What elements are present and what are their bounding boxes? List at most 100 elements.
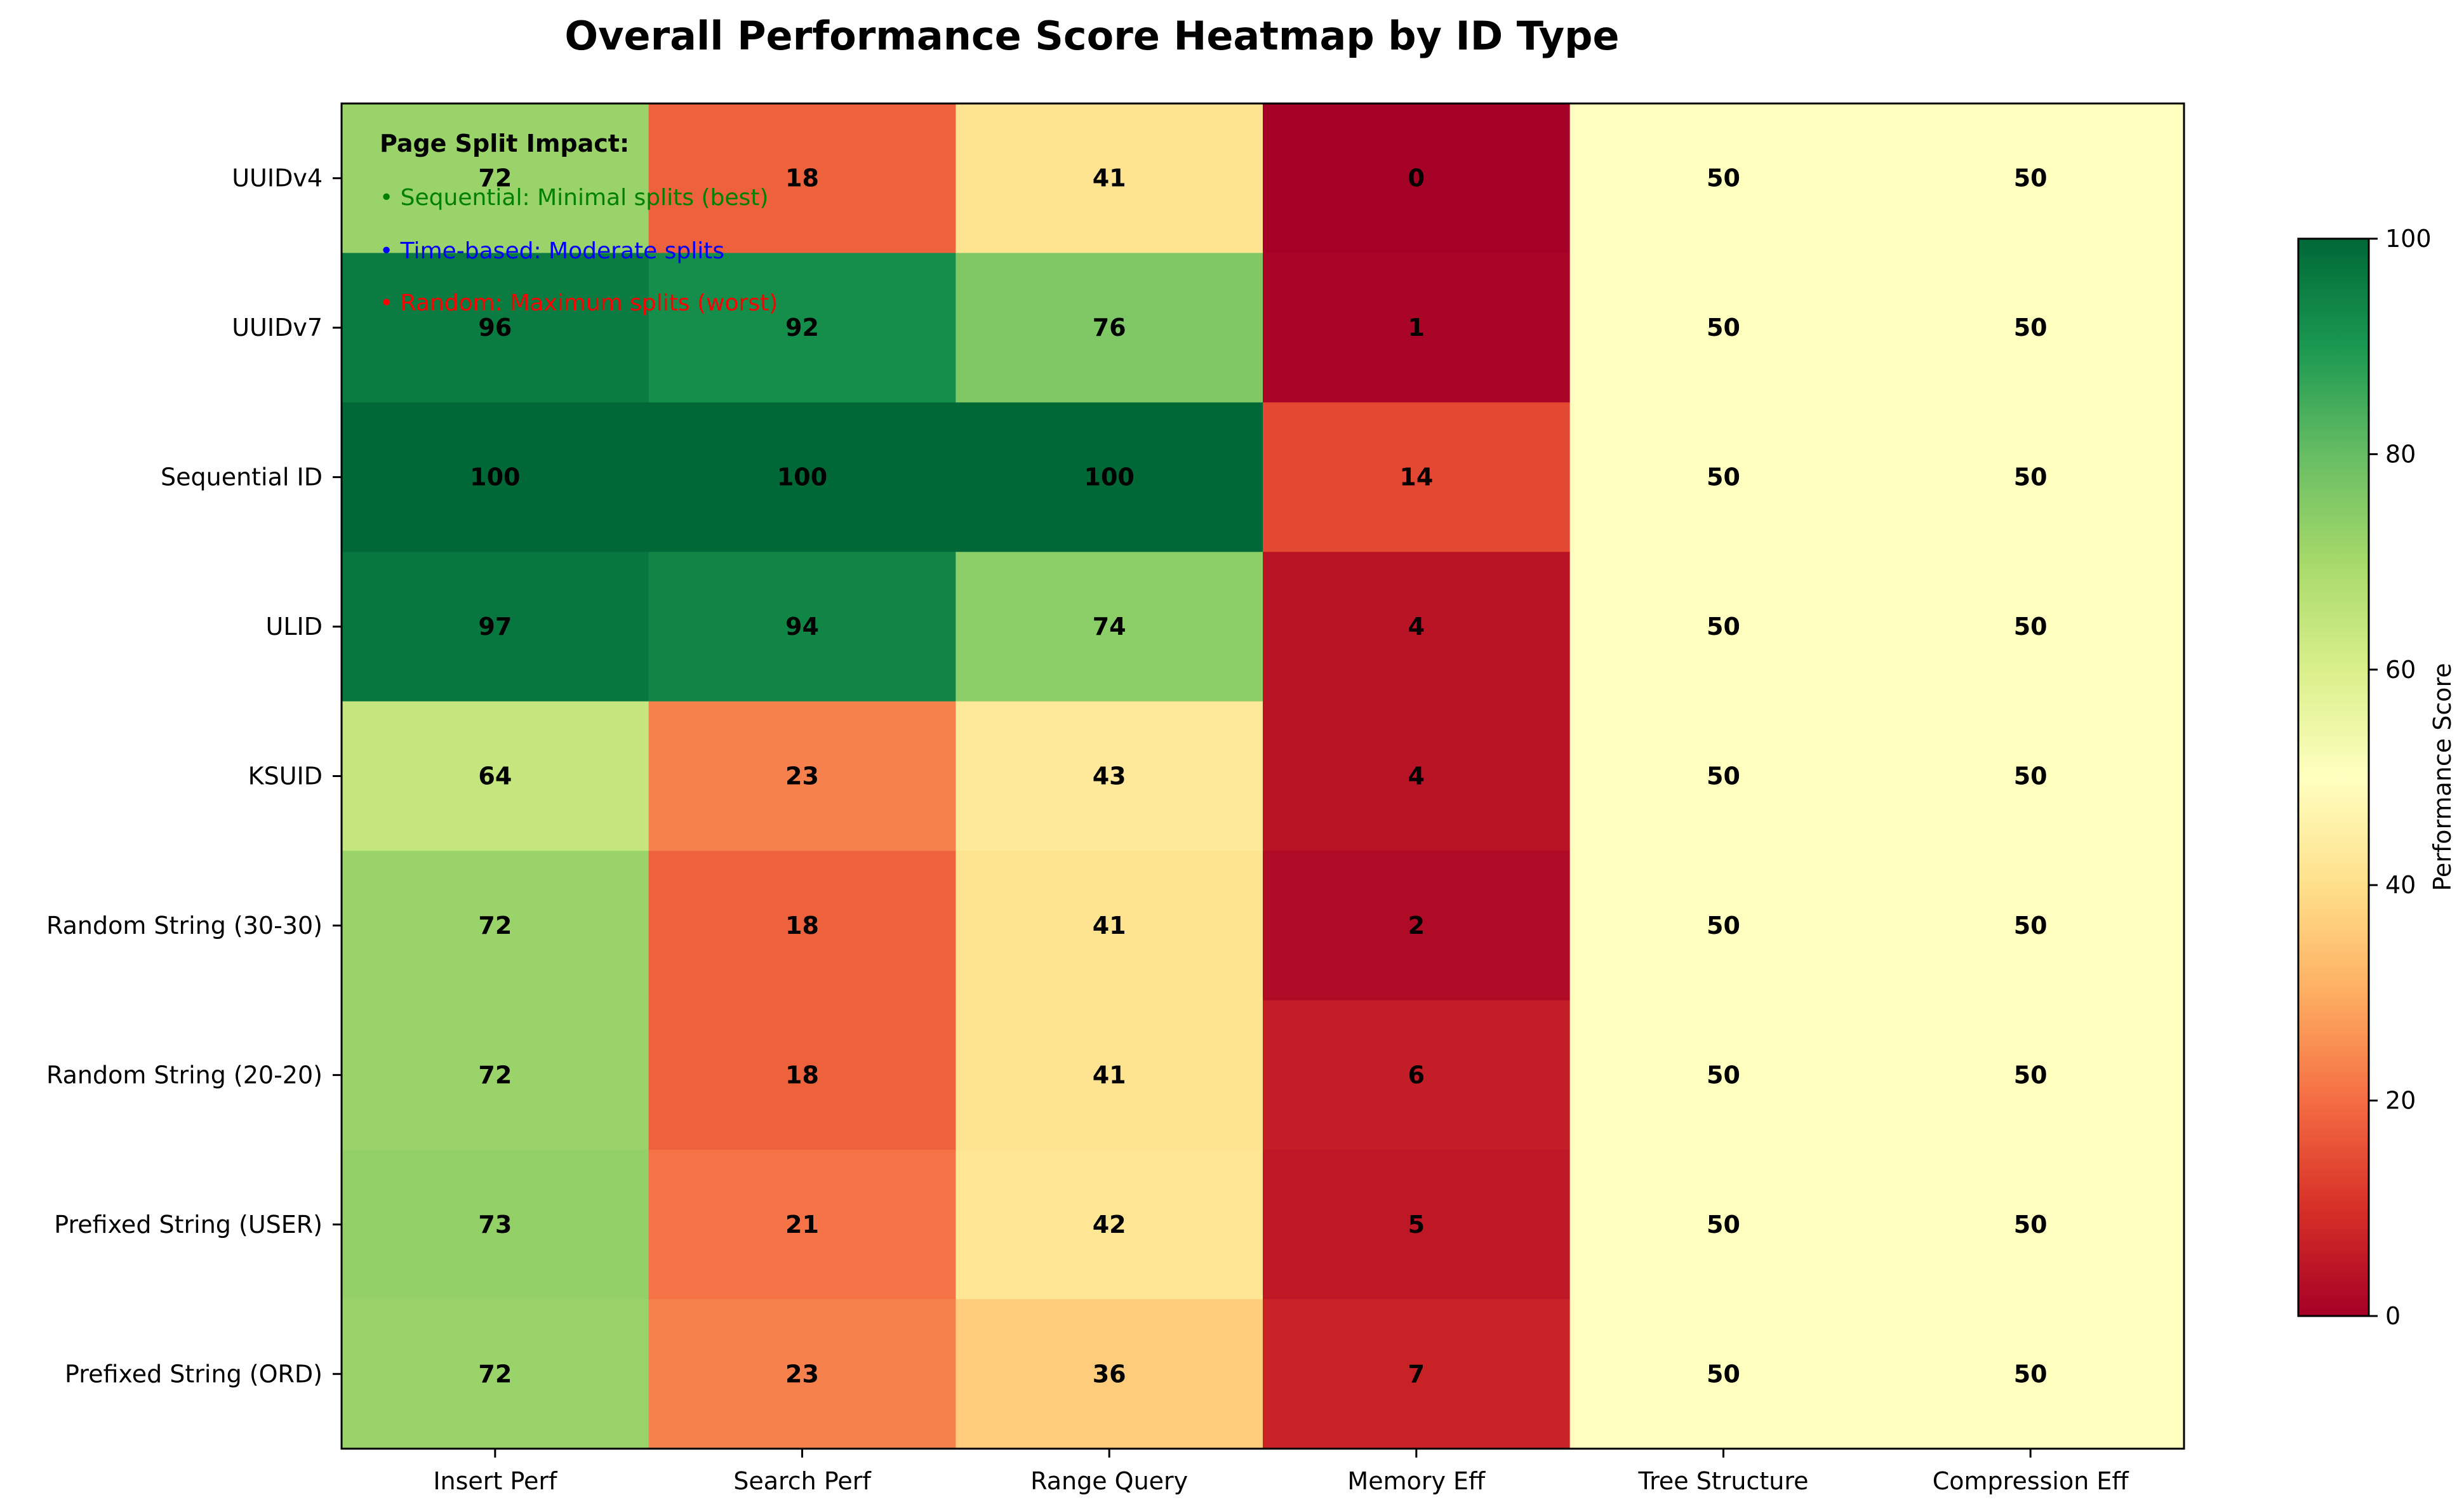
cell-value-label: 4 [1408, 613, 1425, 641]
y-tick-label: UUIDv7 [232, 314, 323, 342]
heatmap-cell [648, 701, 956, 851]
heatmap-cell [342, 1000, 649, 1150]
cell-value-label: 18 [785, 1061, 819, 1089]
heatmap-cell [1569, 1000, 1877, 1150]
cell-value-label: 76 [1093, 314, 1126, 342]
cell-value-label: 96 [478, 314, 512, 342]
cell-value-label: 43 [1093, 762, 1126, 790]
heatmap-cell [1569, 1299, 1877, 1449]
colorbar-ticks: 0 20 40 60 80 100 [2369, 225, 2432, 1330]
colorbar-tick-label: 100 [2385, 225, 2432, 253]
x-tick-label: Tree Structure [1637, 1467, 1808, 1495]
heatmap-cell [1877, 851, 2185, 1001]
annotation-line-time-based: • Time-based: Moderate splits [380, 238, 724, 264]
cell-value-label: 100 [470, 463, 520, 491]
cell-value-label: 100 [777, 463, 827, 491]
heatmap-cell [956, 253, 1263, 403]
cell-value-label: 21 [785, 1211, 819, 1239]
cell-value-label: 92 [785, 314, 819, 342]
colorbar: 0 20 40 60 80 100 Performance Score [2297, 225, 2456, 1330]
cell-value-label: 23 [785, 1360, 819, 1388]
heatmap-cell [1263, 1000, 1571, 1150]
cell-value-label: 50 [2014, 463, 2048, 491]
heatmap-cell [648, 1299, 956, 1449]
cell-value-label: 94 [785, 613, 819, 641]
y-tick-label: Sequential ID [161, 463, 323, 491]
cell-value-label: 7 [1408, 1360, 1425, 1388]
heatmap-cell [956, 1150, 1263, 1300]
cell-value-label: 74 [1093, 613, 1126, 641]
cell-value-label: 2 [1408, 912, 1425, 940]
cell-value-label: 36 [1093, 1360, 1126, 1388]
heatmap-cell [1263, 103, 1571, 254]
cell-value-label: 5 [1408, 1211, 1425, 1239]
cell-value-label: 0 [1408, 164, 1425, 192]
cell-value-label: 1 [1408, 314, 1425, 342]
y-tick-label: Prefixed String (USER) [54, 1211, 323, 1239]
cell-value-label: 50 [1707, 613, 1740, 641]
cell-value-label: 41 [1093, 1061, 1126, 1089]
cell-value-label: 50 [2014, 314, 2048, 342]
heatmap-cell [648, 253, 956, 403]
heatmap-cell [1263, 552, 1571, 702]
heatmap-cell [1877, 103, 2185, 254]
cell-value-label: 50 [2014, 912, 2048, 940]
page-split-annotation: Page Split Impact: • Sequential: Minimal… [380, 130, 778, 316]
y-tick-label: UUIDv4 [232, 164, 323, 192]
heatmap-cell [1569, 402, 1877, 552]
heatmap-cell [648, 851, 956, 1001]
cell-value-label: 50 [1707, 912, 1740, 940]
cell-value-label: 50 [1707, 164, 1740, 192]
x-tick-label: Insert Perf [433, 1467, 558, 1495]
heatmap-cells [342, 103, 2185, 1449]
x-tick-label: Compression Eff [1933, 1467, 2129, 1495]
y-tick-label: Random String (20-20) [46, 1061, 323, 1089]
y-tick-label: ULID [266, 613, 323, 641]
heatmap-cell [1263, 851, 1571, 1001]
y-tick-label: KSUID [248, 762, 323, 790]
heatmap-cell [1569, 851, 1877, 1001]
heatmap-cell [342, 701, 649, 851]
cell-value-label: 97 [478, 613, 512, 641]
heatmap-cell [1263, 701, 1571, 851]
heatmap-cell [1263, 253, 1571, 403]
heatmap-cell [342, 402, 649, 552]
colorbar-tick-label: 0 [2385, 1302, 2401, 1330]
heatmap-cell [956, 701, 1263, 851]
cell-value-label: 14 [1399, 463, 1433, 491]
heatmap-cell [342, 552, 649, 702]
heatmap-cell [1569, 701, 1877, 851]
colorbar-tick-label: 40 [2385, 871, 2416, 899]
heatmap-cell [1877, 253, 2185, 403]
heatmap-cell [956, 1000, 1263, 1150]
heatmap-cell [1569, 103, 1877, 254]
cell-value-label: 42 [1093, 1211, 1126, 1239]
colorbar-label: Performance Score [2428, 663, 2456, 891]
heatmap-cell [1263, 402, 1571, 552]
cell-value-label: 72 [478, 1360, 512, 1388]
cell-value-label: 72 [478, 912, 512, 940]
y-tick-label: Random String (30-30) [46, 912, 323, 940]
heatmap-cell [648, 1150, 956, 1300]
y-axis: UUIDv4 UUIDv7 Sequential ID ULID KSUID Random… [46, 164, 342, 1388]
cell-value-label: 100 [1084, 463, 1135, 491]
heatmap-cell [1877, 1299, 2185, 1449]
heatmap-cell [1877, 1150, 2185, 1300]
heatmap-cell [1569, 552, 1877, 702]
x-tick-label: Search Perf [733, 1467, 872, 1495]
heatmap-cell [956, 552, 1263, 702]
annotation-line-sequential: • Sequential: Minimal splits (best) [380, 185, 768, 211]
cell-value-label: 50 [1707, 762, 1740, 790]
colorbar-tick-label: 20 [2385, 1087, 2416, 1115]
heatmap-cell [648, 552, 956, 702]
cell-value-label: 50 [2014, 164, 2048, 192]
colorbar-tick-label: 60 [2385, 656, 2416, 684]
cell-value-label: 4 [1408, 762, 1425, 790]
cell-value-label: 50 [2014, 1211, 2048, 1239]
cell-value-label: 73 [478, 1211, 512, 1239]
colorbar-gradient [2297, 237, 2370, 1317]
heatmap-cell [956, 851, 1263, 1001]
